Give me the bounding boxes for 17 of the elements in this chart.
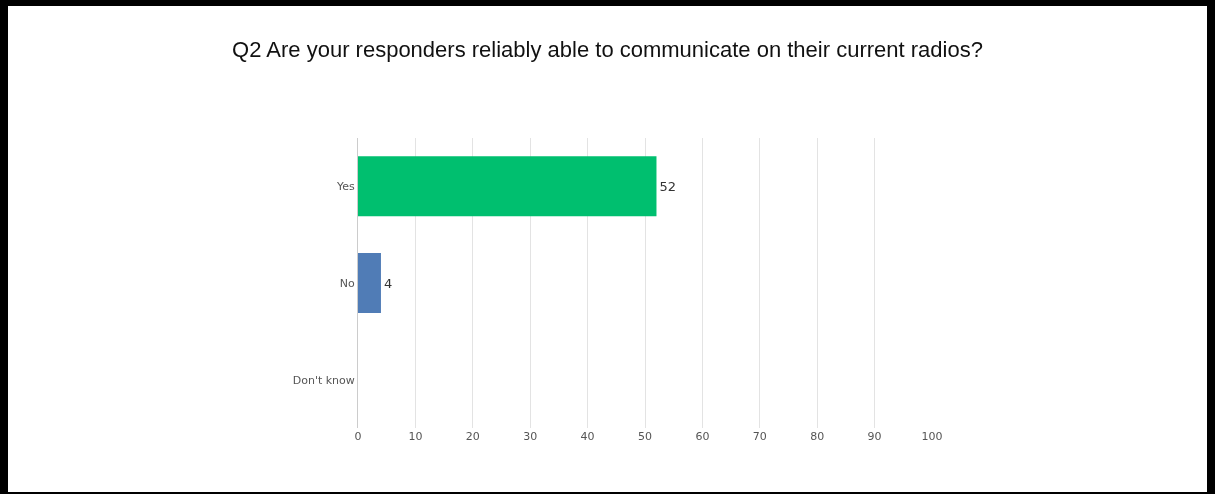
x-tick-label: 70 bbox=[752, 430, 767, 443]
y-tick-label: Don't know bbox=[292, 373, 355, 387]
x-tick-label: 40 bbox=[580, 430, 595, 443]
chart-title: Q2 Are your responders reliably able to communicate on their current radios? bbox=[232, 37, 983, 63]
data-label: 4 bbox=[383, 275, 393, 291]
x-tick-label: 80 bbox=[810, 430, 825, 443]
x-tick-label: 0 bbox=[354, 430, 362, 443]
x-tick-label: 10 bbox=[408, 430, 423, 443]
x-tick-label: 30 bbox=[523, 430, 538, 443]
x-tick-label: 50 bbox=[638, 430, 652, 443]
x-tick-label: 60 bbox=[695, 430, 710, 443]
x-tick-label: 90 bbox=[867, 430, 882, 443]
x-tick-label: 20 bbox=[465, 430, 480, 443]
y-tick-label: Yes bbox=[336, 180, 356, 194]
data-label: 52 bbox=[659, 178, 677, 194]
x-tick-label: 100 bbox=[921, 430, 943, 443]
y-tick-label: No bbox=[339, 276, 356, 290]
